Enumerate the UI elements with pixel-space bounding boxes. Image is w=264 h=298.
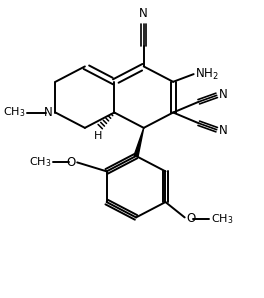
Text: N: N bbox=[44, 106, 52, 119]
Text: O: O bbox=[66, 156, 75, 169]
Text: NH$_2$: NH$_2$ bbox=[195, 66, 219, 82]
Text: CH$_3$: CH$_3$ bbox=[3, 105, 25, 119]
Text: N: N bbox=[139, 7, 148, 20]
Text: CH$_3$: CH$_3$ bbox=[211, 212, 233, 226]
Text: N: N bbox=[218, 125, 227, 137]
Text: N: N bbox=[218, 88, 227, 101]
Text: O: O bbox=[187, 212, 196, 225]
Polygon shape bbox=[134, 128, 144, 156]
Text: CH$_3$: CH$_3$ bbox=[29, 156, 51, 169]
Text: H: H bbox=[94, 131, 103, 141]
